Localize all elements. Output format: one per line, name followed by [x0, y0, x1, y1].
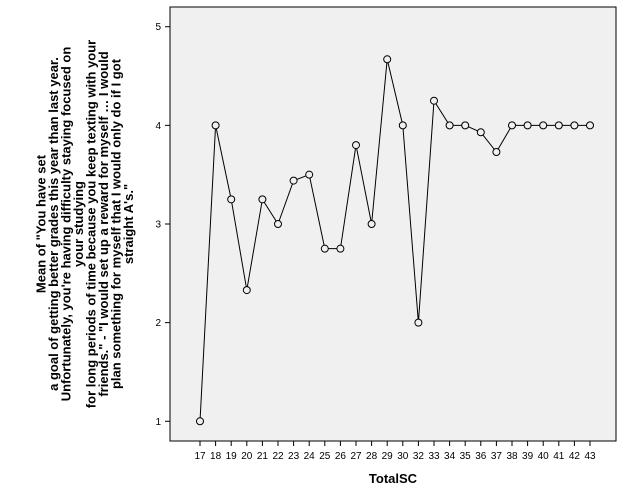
data-point	[336, 244, 345, 253]
y-tick-label: 5	[155, 22, 161, 33]
x-tick-label: 30	[397, 451, 409, 462]
data-point	[539, 121, 548, 130]
x-tick-label: 33	[428, 451, 440, 462]
x-tick-label: 38	[506, 451, 518, 462]
y-axis-title-line: friends." - "I would set up a reward for…	[96, 51, 111, 396]
data-point	[352, 141, 360, 150]
x-tick-label: 24	[304, 451, 316, 462]
x-tick-label: 19	[226, 451, 238, 462]
x-tick-label: 29	[382, 451, 394, 462]
y-tick-label: 2	[155, 318, 161, 329]
data-point	[430, 96, 438, 105]
y-axis-title-line: plan something for myself that I would o…	[108, 58, 123, 389]
x-tick-label: 20	[241, 451, 253, 462]
x-tick-label: 21	[257, 451, 269, 462]
data-point	[554, 121, 563, 130]
x-tick-label: 27	[350, 451, 362, 462]
y-tick-label: 1	[155, 417, 161, 428]
x-tick-label: 22	[272, 451, 284, 462]
y-tick-label: 3	[155, 220, 161, 231]
x-tick-label: 43	[584, 451, 596, 462]
x-tick-label: 17	[194, 451, 206, 462]
data-point	[476, 128, 485, 137]
x-tick-label: 39	[522, 451, 534, 462]
x-axis-title: TotalSC	[369, 471, 418, 486]
data-point	[227, 195, 236, 204]
x-tick-label: 34	[444, 451, 456, 462]
y-axis-title-line: Unfortunately, you're having difficulty …	[58, 47, 73, 402]
x-tick-label: 35	[460, 451, 472, 462]
y-axis: 1 2 3 4 5	[155, 22, 170, 428]
data-point	[320, 244, 329, 253]
y-axis-title-line: for long periods of time because you kee…	[83, 40, 98, 408]
y-axis-title: Mean of "You have seta goal of getting b…	[33, 40, 136, 408]
x-tick-label: 37	[491, 451, 503, 462]
data-point	[461, 121, 470, 130]
x-tick-label: 25	[319, 451, 331, 462]
x-tick-label: 41	[553, 451, 565, 462]
data-point	[383, 55, 392, 64]
x-tick-label: 23	[288, 451, 300, 462]
x-tick-label: 40	[538, 451, 550, 462]
data-point	[367, 220, 376, 228]
y-axis-title-line: your studying	[71, 181, 86, 267]
y-axis-title-line: a goal of getting better grades this yea…	[46, 57, 61, 391]
data-point	[398, 121, 407, 130]
y-axis-title-line: straight A's."	[121, 184, 136, 264]
plot-area	[169, 6, 617, 442]
data-point	[242, 286, 251, 295]
data-point	[586, 121, 594, 130]
x-tick-label: 32	[413, 451, 425, 462]
x-tick-label: 42	[569, 451, 581, 462]
y-tick-label: 4	[155, 121, 161, 132]
data-point	[508, 121, 516, 130]
data-point	[211, 121, 220, 130]
data-point	[274, 220, 282, 228]
y-axis-title-line: Mean of "You have set	[33, 154, 48, 293]
data-point	[289, 176, 298, 185]
data-point	[196, 417, 204, 426]
series-markers	[196, 55, 594, 426]
x-tick-label: 28	[366, 451, 378, 462]
data-point	[445, 121, 454, 130]
x-tick-label: 36	[475, 451, 487, 462]
data-point	[414, 318, 423, 327]
data-point	[523, 121, 532, 130]
data-point	[492, 147, 501, 156]
data-point	[305, 170, 314, 179]
x-tick-label: 18	[210, 451, 222, 462]
x-tick-label: 26	[335, 451, 347, 462]
data-point	[258, 195, 267, 204]
x-axis: 17 18 19 20 21 22 23 24 25 26 27 28 29 30 32 33 34 35 36 37…	[194, 441, 596, 462]
data-point	[570, 121, 579, 130]
